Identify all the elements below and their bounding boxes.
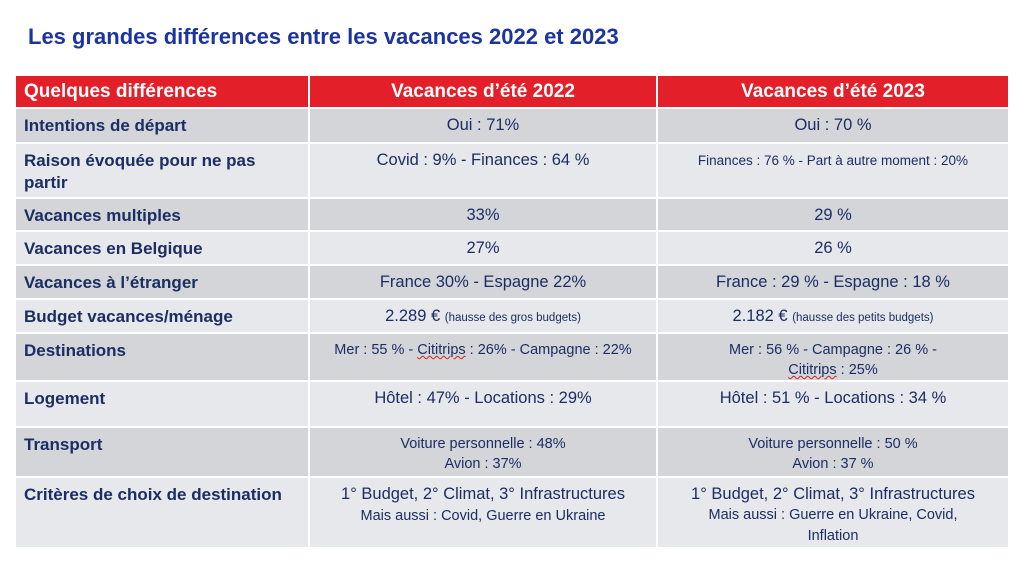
table-row: Logement Hôtel : 47% - Locations : 29% H… xyxy=(14,380,1010,428)
cell-2023: 2.182 € (hausse des petits budgets) xyxy=(656,298,1010,334)
cell-2023: France : 29 % - Espagne : 18 % xyxy=(656,264,1010,300)
budget-value: 2.182 € xyxy=(732,307,788,325)
row-label: Budget vacances/ménage xyxy=(14,298,310,334)
text-part: : 26% - Campagne : 22% xyxy=(465,342,632,358)
row-label: Logement xyxy=(14,380,310,428)
cell-2023: Oui : 70 % xyxy=(656,107,1010,144)
cell-2023: Hôtel : 51 % - Locations : 34 % xyxy=(656,380,1010,428)
text-part: : 25% xyxy=(836,362,878,378)
comparison-table: Quelques différences Vacances d’été 2022… xyxy=(14,74,1010,549)
cell-2022: 33% xyxy=(308,197,658,232)
cell-2022: 27% xyxy=(308,230,658,266)
text-line: Voiture personnelle : 48% xyxy=(400,436,566,452)
cell-2023: 29 % xyxy=(656,197,1010,232)
cell-2022: Mer : 55 % - Cititrips : 26% - Campagne … xyxy=(308,332,658,382)
budget-value: 2.289 € xyxy=(385,307,441,325)
row-label: Raison évoquée pour ne pas partir xyxy=(14,142,310,199)
row-label: Intentions de départ xyxy=(14,107,310,144)
cell-2022: 2.289 € (hausse des gros budgets) xyxy=(308,298,658,334)
cell-2022: Covid : 9% - Finances : 64 % xyxy=(308,142,658,199)
cell-2023: Voiture personnelle : 50 % Avion : 37 % xyxy=(656,426,1010,478)
header-2023: Vacances d’été 2023 xyxy=(656,74,1010,109)
text-part: Cititrips xyxy=(788,362,837,378)
text-line: Avion : 37 % xyxy=(792,456,874,472)
text-line: 1° Budget, 2° Climat, 3° Infrastructures xyxy=(341,485,625,503)
table-row: Critères de choix de destination 1° Budg… xyxy=(14,476,1010,549)
text-line: Avion : 37% xyxy=(444,456,522,472)
row-label: Critères de choix de destination xyxy=(14,476,310,549)
header-2022: Vacances d’été 2022 xyxy=(308,74,658,109)
table-row: Transport Voiture personnelle : 48% Avion… xyxy=(14,426,1010,478)
cell-2023: Finances : 76 % - Part à autre moment : … xyxy=(656,142,1010,199)
cell-2022: France 30% - Espagne 22% xyxy=(308,264,658,300)
budget-note: (hausse des petits budgets) xyxy=(792,312,934,324)
text-line: Mais aussi : Covid, Guerre en Ukraine xyxy=(360,508,606,524)
text-line: 1° Budget, 2° Climat, 3° Infrastructures xyxy=(691,485,975,503)
text-part: Mer : 55 % - xyxy=(334,342,418,358)
table-row: Vacances en Belgique 27% 26 % xyxy=(14,230,1010,266)
cell-2022: Oui : 71% xyxy=(308,107,658,144)
text-part: Mer : 56 % - Campagne : 26 % - xyxy=(729,342,937,358)
header-row: Quelques différences Vacances d’été 2022… xyxy=(14,74,1010,109)
row-label: Vacances en Belgique xyxy=(14,230,310,266)
row-label: Transport xyxy=(14,426,310,478)
table-row: Budget vacances/ménage 2.289 € (hausse d… xyxy=(14,298,1010,334)
cell-2023: Mer : 56 % - Campagne : 26 % - Cititrips… xyxy=(656,332,1010,382)
table-row: Intentions de départ Oui : 71% Oui : 70 … xyxy=(14,107,1010,144)
table-row: Vacances multiples 33% 29 % xyxy=(14,197,1010,232)
cell-2022: Voiture personnelle : 48% Avion : 37% xyxy=(308,426,658,478)
budget-note: (hausse des gros budgets) xyxy=(444,312,581,324)
page-title: Les grandes différences entre les vacanc… xyxy=(28,24,619,49)
text-part: Cititrips xyxy=(417,342,466,358)
text-line: Mais aussi : Guerre en Ukraine, Covid, I… xyxy=(708,507,958,544)
table-row: Destinations Mer : 55 % - Cititrips : 26… xyxy=(14,332,1010,382)
row-label: Vacances multiples xyxy=(14,197,310,232)
table-row: Vacances à l’étranger France 30% - Espag… xyxy=(14,264,1010,300)
text-line: Voiture personnelle : 50 % xyxy=(748,436,918,452)
cell-2022: 1° Budget, 2° Climat, 3° Infrastructures… xyxy=(308,476,658,549)
cell-2023: 1° Budget, 2° Climat, 3° Infrastructures… xyxy=(656,476,1010,549)
table-row: Raison évoquée pour ne pas partir Covid … xyxy=(14,142,1010,199)
cell-2022: Hôtel : 47% - Locations : 29% xyxy=(308,380,658,428)
row-label: Vacances à l’étranger xyxy=(14,264,310,300)
header-criteria: Quelques différences xyxy=(14,74,310,109)
row-label: Destinations xyxy=(14,332,310,382)
cell-2023: 26 % xyxy=(656,230,1010,266)
